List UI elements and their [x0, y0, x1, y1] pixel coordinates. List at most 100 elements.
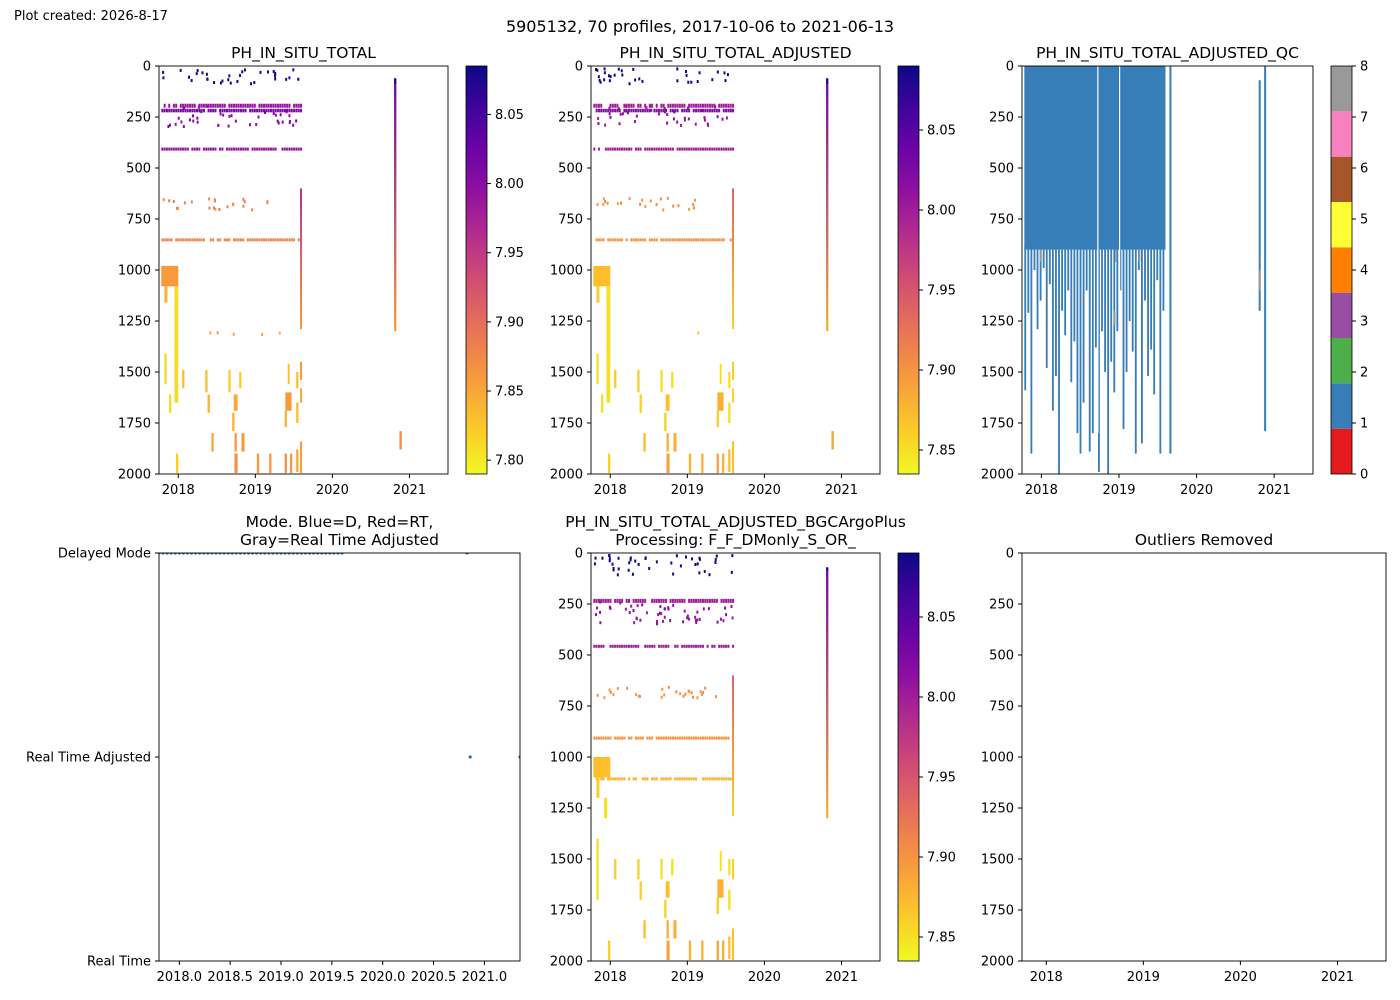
- panel-bgc: PH_IN_SITU_TOTAL_ADJUSTED_BGCArgoPlusPro…: [550, 513, 956, 985]
- band-mark: [688, 777, 691, 781]
- speckle-mark: [666, 196, 669, 200]
- speckle-mark: [292, 123, 295, 127]
- speckle-mark: [675, 554, 678, 558]
- speckle-mark: [683, 116, 686, 120]
- profile-segment: [174, 286, 179, 403]
- speckle-mark: [196, 69, 199, 73]
- band-mark: [283, 103, 286, 108]
- speckle-mark: [616, 573, 619, 577]
- band-mark: [290, 147, 293, 151]
- speckle-mark: [599, 600, 602, 604]
- band-mark: [286, 147, 289, 151]
- band-mark: [644, 147, 647, 151]
- speckle-mark: [239, 73, 242, 77]
- qc-profile: [1042, 245, 1045, 268]
- band-mark: [718, 736, 721, 740]
- band-mark: [681, 598, 684, 603]
- band-mark: [281, 108, 284, 113]
- band-mark: [662, 147, 665, 151]
- band-mark: [627, 598, 630, 603]
- band-mark: [193, 147, 196, 151]
- band-mark: [256, 238, 259, 242]
- speckle-mark: [711, 78, 714, 82]
- profile-segment: [296, 372, 299, 389]
- y-tick-label: 0: [1006, 547, 1014, 562]
- band-mark: [274, 147, 277, 151]
- band-mark: [681, 147, 684, 151]
- band-mark: [621, 598, 624, 603]
- speckle-mark: [206, 77, 209, 81]
- band-mark: [627, 108, 630, 113]
- speckle-mark: [609, 115, 612, 119]
- speckle-mark: [179, 68, 182, 72]
- speckle-mark: [641, 198, 644, 202]
- band-mark: [246, 103, 249, 108]
- speckle-mark: [248, 123, 251, 127]
- x-tick-label: 2021: [825, 483, 858, 498]
- band-mark: [704, 103, 707, 108]
- x-tick-label: 2021: [393, 483, 426, 498]
- band-mark: [293, 238, 296, 242]
- band-mark: [609, 598, 612, 603]
- colorbar-tick-label: 0: [1360, 468, 1368, 483]
- speckle-mark: [274, 71, 277, 75]
- x-tick-label: 2018: [594, 970, 627, 985]
- y-tick-label: 1000: [550, 751, 583, 766]
- band-mark: [718, 644, 721, 648]
- band-mark: [692, 147, 695, 151]
- y-tick-label: 750: [126, 213, 151, 228]
- band-mark: [713, 103, 716, 108]
- band-mark: [662, 644, 665, 648]
- speckle-mark: [629, 556, 632, 560]
- speckle-mark: [626, 111, 629, 115]
- band-mark: [725, 644, 728, 648]
- speckle-mark: [708, 573, 711, 577]
- band-mark: [683, 108, 686, 113]
- speckle-mark: [656, 619, 659, 623]
- band-mark: [660, 103, 663, 108]
- profile-segment: [211, 433, 214, 452]
- band-mark: [597, 644, 600, 648]
- speckle-mark: [703, 116, 706, 120]
- band-mark: [692, 108, 695, 113]
- speckle-mark: [672, 603, 675, 607]
- y-tick-label: 1000: [550, 264, 583, 279]
- band-mark: [288, 238, 291, 242]
- speckle-mark: [683, 118, 686, 122]
- speckle-mark: [655, 560, 658, 564]
- band-mark: [267, 147, 270, 151]
- band-mark: [593, 644, 596, 648]
- y-tick-label: 750: [558, 213, 583, 228]
- speckle-mark: [594, 613, 597, 617]
- profile-segment: [256, 453, 260, 473]
- colorbar-tick-label: 8.00: [495, 177, 524, 192]
- profile-segment: [831, 431, 834, 450]
- band-mark: [685, 108, 688, 113]
- speckle-mark: [627, 568, 630, 572]
- band-mark: [697, 147, 700, 151]
- band-mark: [205, 147, 208, 151]
- x-tick-label: 2018: [1025, 483, 1058, 498]
- band-mark: [692, 644, 695, 648]
- band-mark: [639, 108, 642, 113]
- band-mark: [697, 598, 700, 603]
- speckle-mark: [227, 124, 230, 128]
- speckle-mark: [695, 620, 698, 624]
- band-mark: [722, 108, 725, 113]
- data-marks: [1024, 66, 1267, 474]
- speckle-mark: [597, 75, 600, 79]
- speckle-mark: [229, 81, 232, 85]
- profile-segment: [728, 859, 731, 876]
- speckle-mark: [637, 562, 640, 566]
- band-mark: [701, 103, 704, 108]
- band-mark: [618, 147, 621, 151]
- band-mark: [718, 777, 721, 781]
- band-mark: [729, 777, 732, 781]
- band-mark: [732, 644, 735, 648]
- band-mark: [267, 103, 270, 108]
- band-mark: [625, 108, 628, 113]
- qc-profile: [1122, 245, 1125, 430]
- band-mark: [223, 103, 226, 108]
- qc-profile: [1119, 245, 1122, 291]
- profile-segment: [593, 265, 611, 287]
